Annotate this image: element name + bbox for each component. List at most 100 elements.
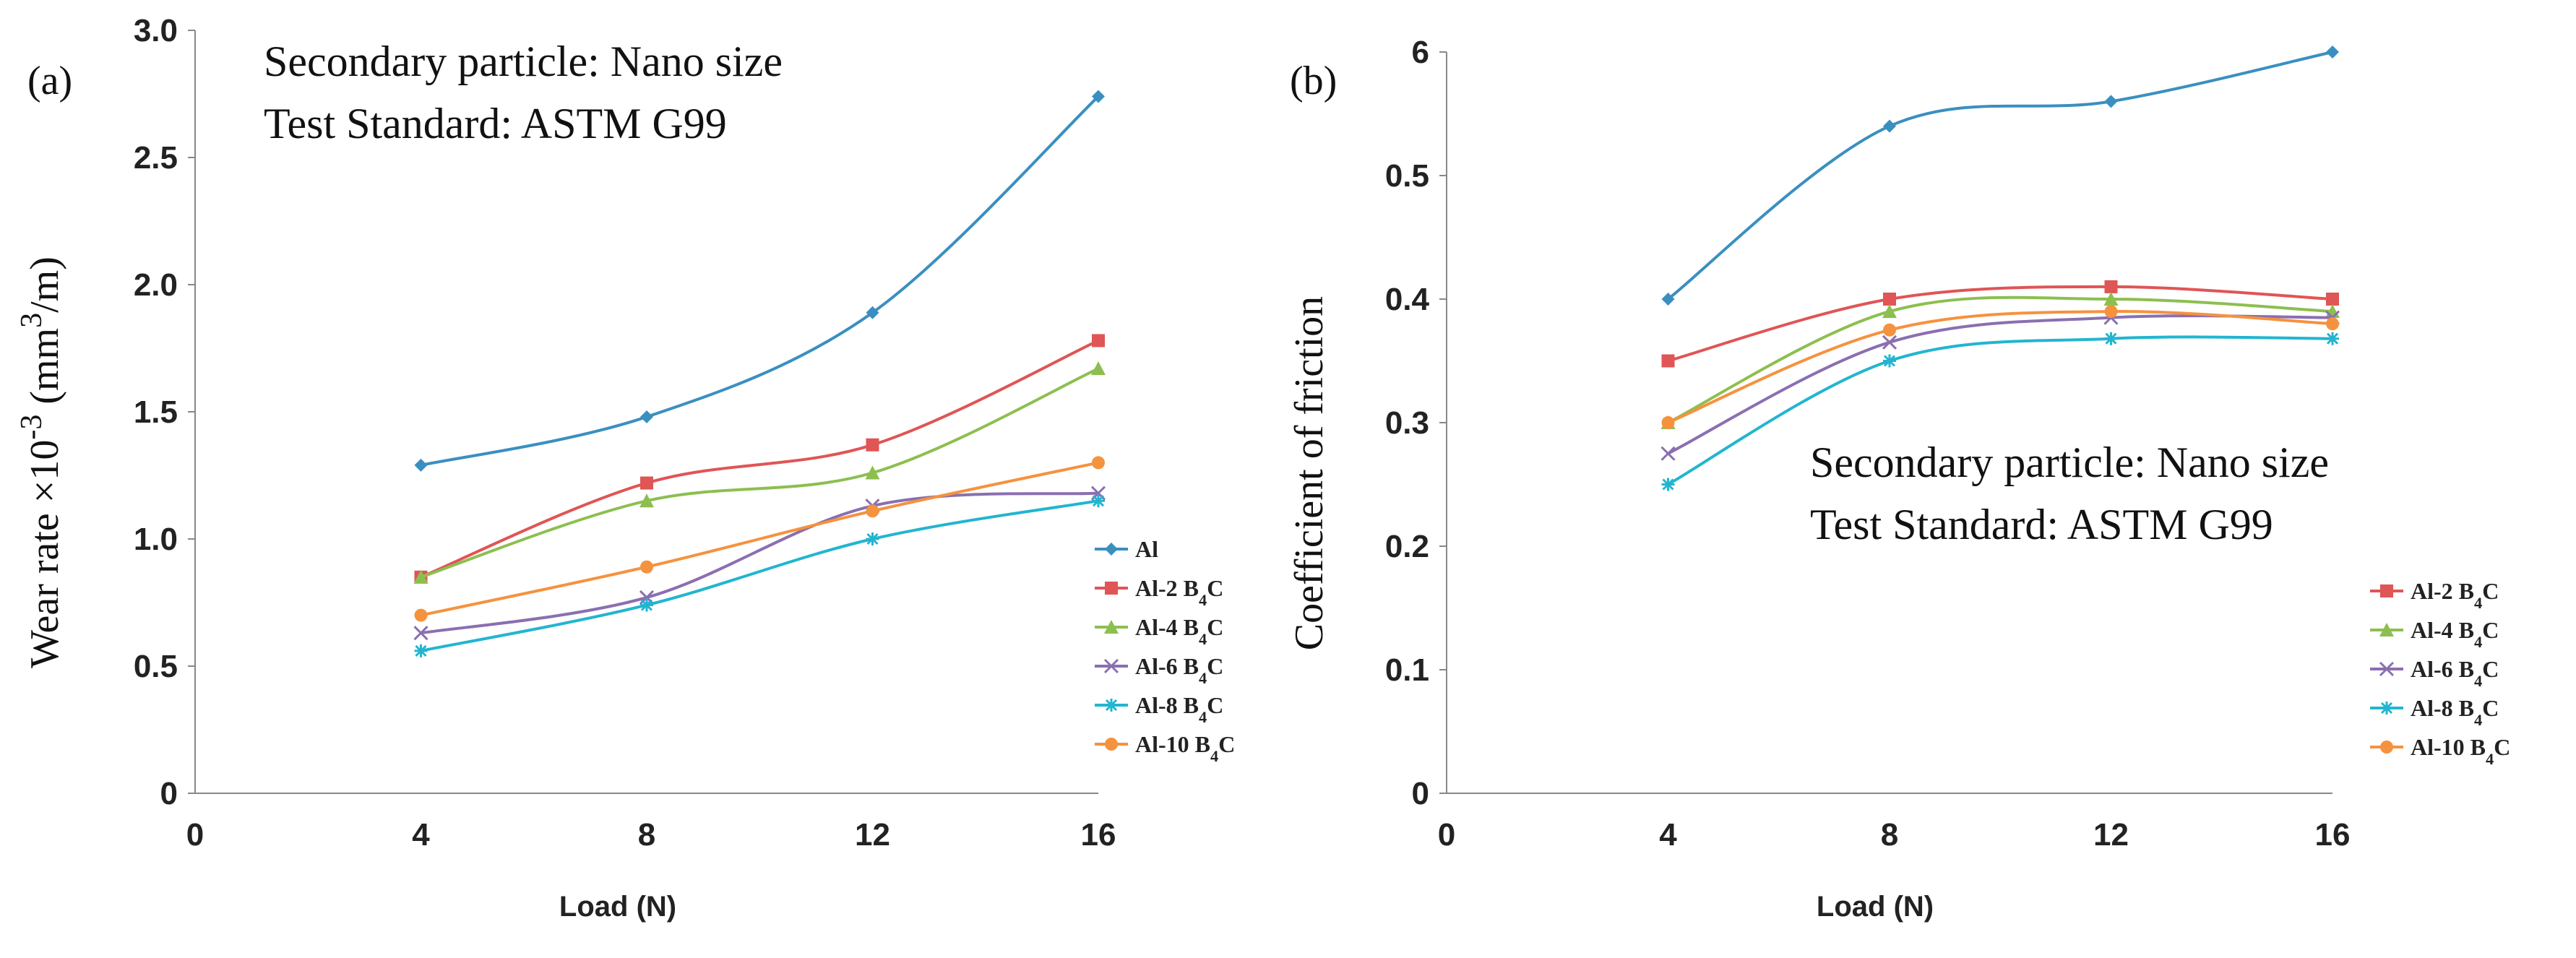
legend-marker [2380,741,2393,754]
legend-label: Al-4 B4C [1135,614,1223,648]
series-line [421,461,1099,617]
y-tick-label: 0 [1412,776,1429,811]
data-point [1092,494,1105,508]
data-point [866,306,879,319]
data-point [1092,334,1105,348]
series-line [421,95,1100,467]
data-point [640,410,653,424]
panel-label: (b) [1290,59,1337,103]
data-point [1092,456,1105,470]
legend-marker [2380,702,2393,715]
data-point [414,608,428,622]
data-point [640,598,653,612]
data-point [640,560,653,574]
data-point [1661,354,1675,368]
y-tick-label: 0.5 [134,649,178,684]
legend-marker [1104,620,1119,634]
y-tick-label: 0.4 [1385,282,1430,317]
x-tick-label: 12 [855,817,890,853]
data-point [640,476,653,490]
y-tick-label: 0.5 [1385,158,1429,194]
data-point [639,493,654,508]
annotation-line: Secondary particle: Nano size [1810,439,2329,486]
legend-marker [1105,699,1118,712]
legend-label: Al-2 B4C [1135,575,1223,609]
series-line [1667,335,2333,486]
legend-label: Al-8 B4C [1135,692,1223,726]
x-axis-title: Load (N) [1817,891,1934,923]
data-point [1661,293,1675,306]
y-axis-title: Coefficient of friction [1287,296,1332,650]
x-tick-label: 0 [1438,817,1455,853]
panel-label: (a) [27,59,72,103]
annotation-line: Test Standard: ASTM G99 [1810,501,2273,548]
data-point [2104,280,2118,293]
data-point [2326,317,2339,331]
data-point [866,532,879,545]
annotation-line: Secondary particle: Nano size [264,38,783,85]
x-tick-label: 8 [1881,817,1898,853]
data-point [1883,293,1896,306]
x-tick-label: 16 [1081,817,1116,853]
legend-marker [2379,661,2395,677]
legend-label: Al-6 B4C [2411,656,2499,690]
series-line [1667,285,2333,363]
chart-panel-a: 0 0.5 1.0 1.5 2.0 2.5 3.0 0 4 8 12 16 Load (N) Wear r… [15,13,1235,923]
data-point [1661,478,1675,491]
data-point [2326,332,2339,345]
data-point [1882,304,1897,319]
data-point [1660,446,1676,461]
y-tick-label: 0 [160,776,178,811]
data-point [2326,46,2339,59]
legend-label: Al-2 B4C [2411,578,2499,612]
legend-label: Al [1135,536,1158,562]
y-tick-label: 6 [1412,35,1429,70]
y-tick-label: 1.5 [134,394,178,430]
data-point [2326,293,2339,306]
y-tick-label: 0.3 [1385,405,1429,441]
data-point [1882,335,1897,350]
y-tick-label: 0.2 [1385,529,1429,564]
data-point [866,504,879,518]
legend-label: Al-10 B4C [2411,734,2510,768]
data-point [1883,119,1896,133]
y-tick-label: 1.0 [134,522,178,557]
legend-label: Al-6 B4C [1135,653,1223,687]
x-tick-label: 12 [2093,817,2129,853]
x-tick-label: 8 [638,817,655,853]
x-tick-label: 4 [1659,817,1677,853]
data-point [2104,95,2118,108]
data-point [413,626,428,641]
x-axis-title: Load (N) [559,891,676,923]
data-point [413,569,428,584]
legend-label: Al-8 B4C [2411,695,2499,729]
series-line [421,491,1099,635]
legend-marker [2380,584,2393,597]
legend-marker [1103,658,1119,674]
series-line [1667,51,2333,301]
series-line [1667,310,2333,424]
legend-label: Al-10 B4C [1135,731,1235,765]
series-line [1667,295,2333,424]
y-tick-label: 2.5 [134,140,178,176]
legend-marker [2379,623,2394,636]
x-tick-label: 16 [2315,817,2351,853]
series-line [421,499,1099,652]
data-point [414,458,428,472]
y-tick-label: 3.0 [134,13,178,48]
data-point [1661,416,1675,429]
legend-marker [1105,582,1118,595]
data-point [1883,323,1896,337]
x-tick-label: 4 [412,817,430,853]
data-point [1091,361,1106,376]
data-point [2104,332,2118,345]
y-tick-label: 2.0 [134,267,178,303]
data-point [1092,90,1105,103]
x-tick-label: 0 [186,817,204,853]
data-point [1883,354,1896,368]
series-line [420,367,1099,579]
chart-panel-b: 0 0.1 0.2 0.3 0.4 0.5 6 0 4 8 12 16 Load (N) Coeffici… [1287,35,2510,923]
y-tick-label: 0.1 [1385,652,1429,688]
data-point [866,438,879,452]
